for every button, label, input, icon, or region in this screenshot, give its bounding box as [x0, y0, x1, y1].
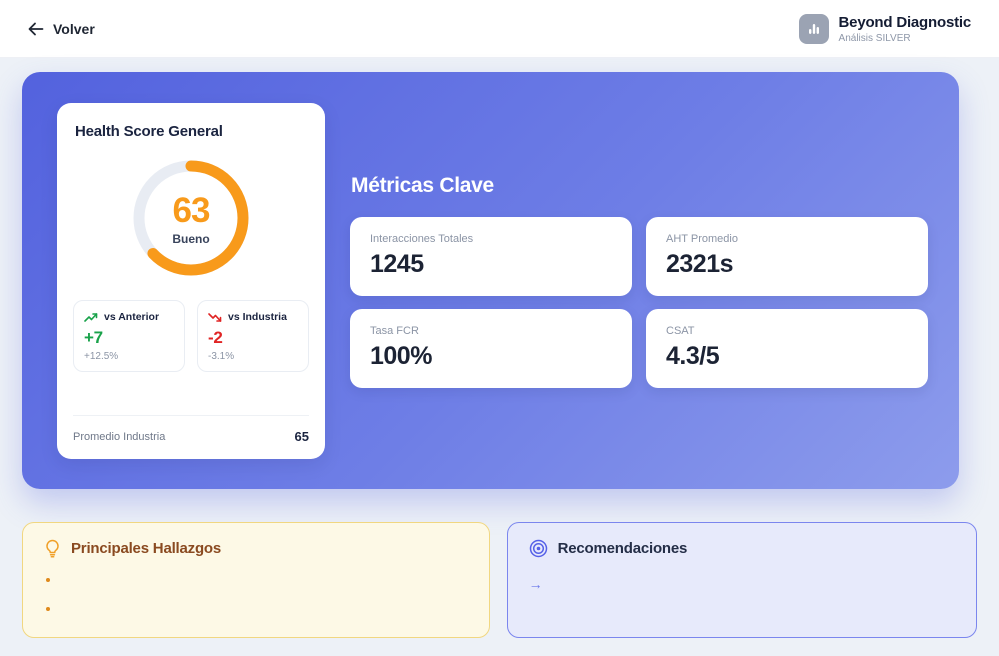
findings-card: Principales Hallazgos	[22, 522, 490, 638]
health-score-card: Health Score General 63 Bueno	[57, 103, 325, 459]
industry-average-value: 65	[294, 429, 309, 444]
vs-anterior-value: +7	[84, 328, 103, 347]
comparison-row: vs Anterior +7 +12.5% vs Industria -2	[73, 300, 309, 372]
lightbulb-icon	[44, 539, 61, 558]
gauge-center: 63 Bueno	[129, 156, 253, 280]
brand-text: Beyond Diagnostic Análisis SILVER	[838, 13, 972, 44]
back-label: Volver	[53, 20, 95, 37]
trending-up-icon	[84, 312, 98, 323]
metric-value: 100%	[370, 342, 432, 370]
brand-title: Beyond Diagnostic	[838, 13, 972, 31]
vs-anterior-percent: +12.5%	[84, 351, 119, 362]
vs-anterior-label: vs Anterior	[104, 311, 160, 323]
metric-value: 4.3/5	[666, 342, 720, 370]
metric-card-csat: CSAT 4.3/5	[646, 309, 928, 388]
vs-industria-box: vs Industria -2 -3.1%	[197, 300, 309, 372]
brand: Beyond Diagnostic Análisis SILVER	[798, 13, 972, 44]
gauge-arc	[133, 160, 249, 276]
metric-card-interacciones: Interacciones Totales 1245	[350, 217, 632, 296]
arrow-left-icon	[28, 22, 44, 36]
findings-title: Principales Hallazgos	[71, 540, 222, 557]
industry-average-row: Promedio Industria 65	[73, 415, 309, 444]
recommendations-card: Recomendaciones →	[506, 522, 977, 638]
bar-chart-icon	[806, 21, 822, 37]
finding-item	[44, 573, 468, 587]
trending-down-icon	[208, 312, 222, 323]
brand-subtitle: Análisis SILVER	[838, 32, 911, 44]
health-score-value: 63	[172, 190, 211, 230]
health-score-gauge: 63 Bueno	[129, 156, 253, 280]
metric-card-fcr: Tasa FCR 100%	[350, 309, 632, 388]
metrics-title: Métricas Clave	[351, 174, 494, 197]
back-button[interactable]: Volver	[28, 21, 95, 37]
header: Volver Beyond Diagnostic Análisis SILVER	[0, 0, 999, 58]
metric-value: 2321s	[666, 250, 734, 278]
findings-list	[44, 573, 468, 616]
brand-badge	[798, 13, 829, 44]
industry-average-label: Promedio Industria	[73, 430, 166, 443]
recommendations-title: Recomendaciones	[557, 540, 688, 557]
metrics-section: Métricas Clave Interacciones Totales 124…	[350, 174, 928, 388]
metric-label: Interacciones Totales	[370, 233, 474, 245]
metrics-grid: Interacciones Totales 1245 AHT Promedio …	[350, 217, 928, 388]
recommendation-arrow: →	[528, 576, 543, 592]
vs-industria-label: vs Industria	[228, 311, 287, 323]
bottom-row: Principales Hallazgos Recomendaciones →	[22, 522, 977, 638]
vs-industria-value: -2	[208, 328, 223, 347]
metric-value: 1245	[370, 250, 424, 278]
metric-card-aht: AHT Promedio 2321s	[646, 217, 928, 296]
metric-label: Tasa FCR	[370, 325, 419, 337]
finding-item	[44, 602, 468, 616]
metric-label: AHT Promedio	[666, 233, 738, 245]
target-icon	[529, 539, 548, 558]
metric-label: CSAT	[666, 325, 695, 337]
main-panel: Health Score General 63 Bueno	[22, 72, 959, 489]
health-score-rating: Bueno	[172, 231, 210, 246]
vs-industria-percent: -3.1%	[208, 351, 235, 362]
health-score-title: Health Score General	[75, 123, 223, 140]
vs-anterior-box: vs Anterior +7 +12.5%	[73, 300, 185, 372]
